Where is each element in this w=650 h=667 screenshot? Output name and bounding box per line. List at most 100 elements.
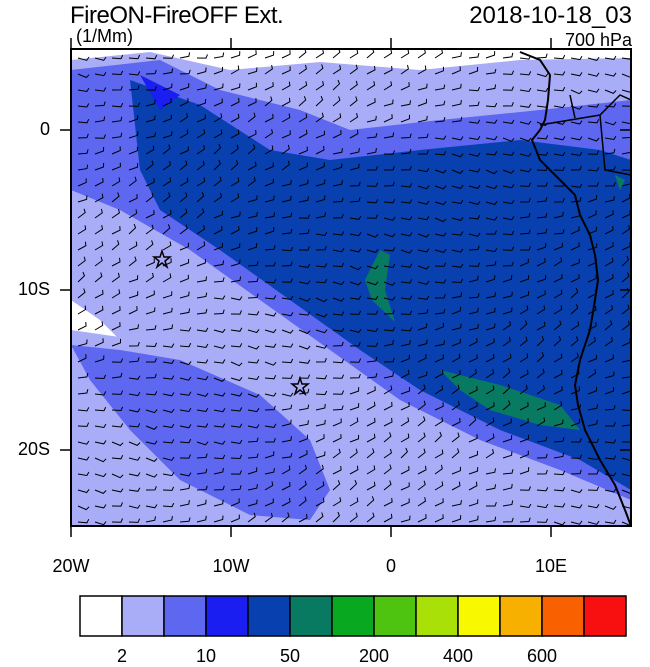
wind-barb [77, 354, 87, 363]
wind-barb [315, 374, 328, 380]
wind-barb [230, 310, 242, 315]
wind-barb [383, 181, 395, 187]
wind-barb [400, 433, 410, 443]
wind-barb [247, 359, 260, 364]
wind-barb [179, 274, 189, 283]
wind-barb [128, 241, 138, 251]
wind-barb [128, 131, 139, 139]
wind-barb [128, 375, 141, 380]
wind-barb [485, 292, 497, 299]
wind-barb [162, 359, 175, 364]
wind-barb [417, 432, 426, 443]
wind-barb [383, 216, 396, 221]
wind-barb [128, 275, 139, 283]
wind-barb [298, 513, 308, 523]
colorbar-swatch [373, 595, 417, 637]
wind-barb [179, 146, 189, 155]
wind-barb [400, 49, 410, 59]
wind-barb [332, 390, 345, 395]
wind-barb [604, 55, 617, 61]
wind-barb [162, 131, 173, 139]
wind-barb [111, 162, 121, 171]
wind-barb [111, 473, 124, 479]
wind-barb [451, 306, 461, 315]
wind-barb [451, 100, 462, 107]
wind-barb [281, 113, 291, 123]
wind-barb [485, 136, 498, 141]
wind-barb [400, 515, 411, 523]
map-title: FireON-FireOFF Ext. [70, 2, 284, 29]
wind-barb [264, 423, 277, 428]
wind-barb [536, 87, 549, 93]
wind-barb [77, 225, 87, 235]
wind-barb [519, 152, 532, 157]
colorbar-swatch [541, 595, 585, 637]
wind-barb [281, 481, 291, 491]
wind-barb [451, 338, 461, 347]
wind-barb [315, 212, 326, 219]
wind-barb [485, 353, 495, 363]
wind-barb [536, 73, 549, 78]
wind-barb [536, 275, 547, 283]
wind-barb [519, 434, 529, 443]
wind-barb [400, 339, 411, 347]
wind-barb [434, 232, 447, 237]
wind-barb [519, 517, 531, 523]
wind-barb [77, 195, 88, 203]
wind-barb [366, 512, 375, 523]
wind-barb [332, 341, 344, 347]
wind-barb [213, 159, 221, 171]
wind-barb [264, 451, 275, 459]
wind-barb [451, 184, 464, 189]
wind-barb [570, 136, 583, 141]
wind-barb [383, 480, 392, 491]
wind-barb [553, 486, 566, 492]
wind-barb [145, 325, 157, 331]
wind-barb [468, 499, 479, 507]
wind-barb [213, 210, 223, 219]
wind-barb [230, 498, 240, 507]
wind-barb [332, 197, 344, 203]
wind-barb [519, 450, 529, 459]
wind-barb [604, 135, 617, 141]
colorbar-swatch [583, 595, 627, 637]
lon-tick-10e: 10E [534, 556, 568, 576]
wind-barb [485, 185, 498, 190]
colorbar-swatch [79, 595, 123, 637]
wind-barb [519, 290, 530, 299]
wind-barb [77, 339, 88, 347]
wind-barb [468, 481, 478, 491]
wind-barb [94, 521, 107, 526]
wind-barb [94, 134, 106, 139]
wind-barb [451, 66, 461, 75]
wind-barb [332, 96, 341, 107]
wind-barb [366, 65, 376, 75]
wind-barb [587, 404, 599, 411]
wind-barb [213, 423, 226, 428]
wind-barb [502, 400, 511, 411]
wind-barb [604, 148, 616, 155]
wind-barb [196, 258, 206, 267]
wind-barb [434, 200, 447, 206]
wind-barb [417, 480, 426, 491]
wind-barb [587, 520, 600, 525]
wind-barb [571, 438, 582, 443]
wind-barb [536, 321, 546, 331]
wind-barb [587, 72, 600, 77]
wind-barb [468, 152, 481, 157]
wind-barb [485, 369, 495, 379]
wind-barb [570, 369, 580, 379]
wind-barb [332, 163, 343, 171]
wind-barb [349, 281, 362, 286]
wind-barb [519, 55, 532, 60]
wind-barb [434, 385, 444, 395]
wind-barb [468, 262, 481, 267]
wind-barb [366, 132, 378, 139]
wind-barb [162, 83, 173, 91]
wind-barb [196, 192, 205, 203]
wind-barb [247, 467, 258, 475]
wind-barb [196, 499, 207, 507]
wind-barb [111, 86, 123, 91]
wind-barb [587, 210, 597, 219]
wind-barb [196, 327, 209, 332]
